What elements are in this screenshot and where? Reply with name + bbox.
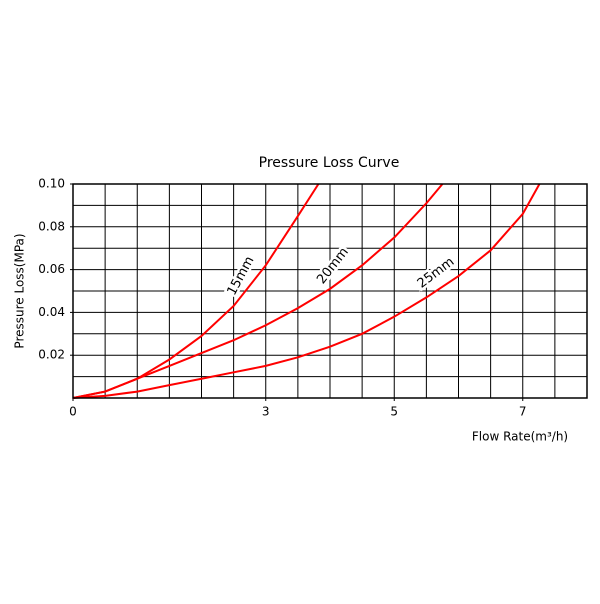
y-tick-label: 0.04 [38, 305, 65, 319]
y-tick-label: 0.10 [38, 177, 65, 191]
series-line [72, 183, 444, 399]
x-tick-label: 0 [69, 405, 77, 419]
y-axis-label: Pressure Loss(MPa) [13, 233, 27, 348]
x-tick-label: 3 [262, 405, 270, 419]
chart-title: Pressure Loss Curve [259, 155, 400, 171]
series-line [72, 183, 541, 399]
y-tick-label: 0.02 [38, 348, 65, 362]
x-axis-label: Flow Rate(m³/h) [472, 430, 568, 444]
y-tick-label: 0.06 [38, 262, 65, 276]
x-tick-label: 7 [519, 405, 527, 419]
y-tick-label: 0.08 [38, 219, 65, 233]
x-tick-label: 5 [390, 405, 398, 419]
plot-frame [72, 183, 588, 399]
